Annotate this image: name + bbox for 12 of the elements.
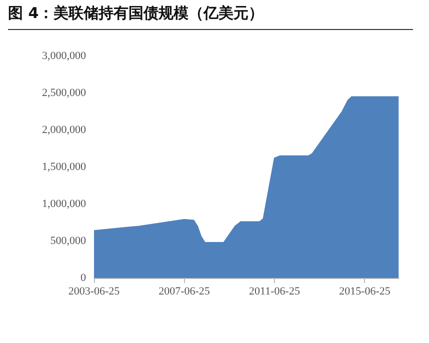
y-tick-label: 2,000,000 bbox=[42, 124, 86, 136]
x-tick-label: 2007-06-25 bbox=[158, 286, 210, 298]
y-tick-label: 0 bbox=[80, 272, 86, 284]
chart-title: 图 4：美联储持有国债规模（亿美元） bbox=[8, 4, 413, 30]
x-tick-label: 2011-06-25 bbox=[249, 286, 300, 298]
y-tick-label: 1,500,000 bbox=[42, 161, 86, 173]
y-tick-label: 2,500,000 bbox=[42, 87, 86, 99]
y-tick-label: 1,000,000 bbox=[42, 198, 86, 210]
x-tick-label: 2015-06-25 bbox=[339, 286, 391, 298]
y-tick-label: 500,000 bbox=[50, 235, 86, 247]
y-tick-label: 3,000,000 bbox=[42, 50, 86, 62]
x-tick-label: 2003-06-25 bbox=[68, 286, 120, 298]
